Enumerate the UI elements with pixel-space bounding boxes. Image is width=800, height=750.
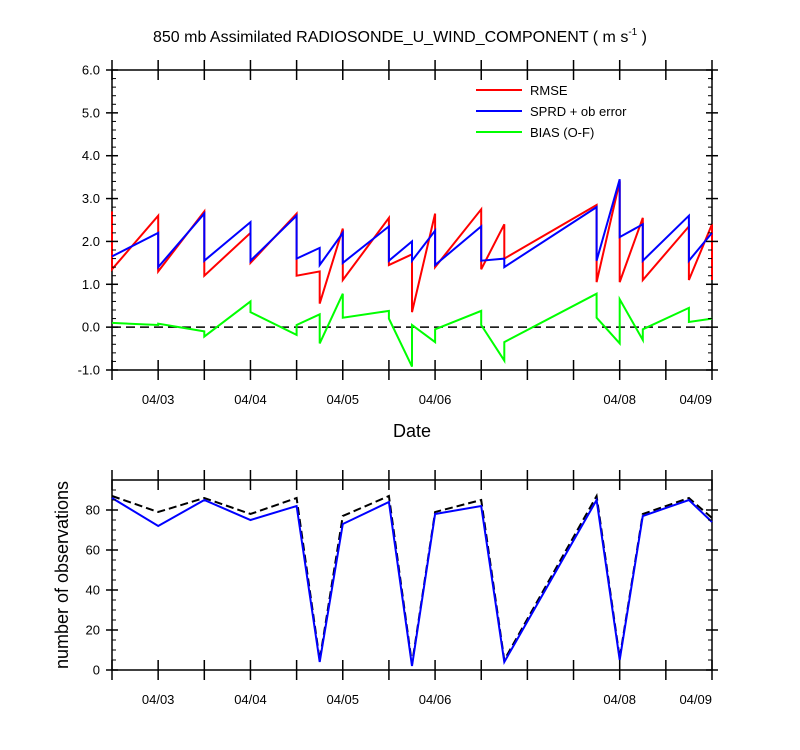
x-axis-title: Date <box>393 421 431 441</box>
top-x-tick-label: 04/03 <box>142 392 175 407</box>
bottom-x-tick-labels: 04/03 04/04 04/05 04/06 04/08 04/09 <box>142 692 712 707</box>
legend-rmse-label: RMSE <box>530 83 568 98</box>
top-y-tick-label: -1.0 <box>78 363 100 378</box>
bottom-x-tick-label: 04/06 <box>419 692 452 707</box>
chart-title-main: 850 mb Assimilated RADIOSONDE_U_WIND_COM… <box>153 29 628 46</box>
top-y-tick-label: 0.0 <box>82 320 100 335</box>
bottom-y-tick-label: 0 <box>93 663 100 678</box>
chart-title-tail: ) <box>637 29 647 46</box>
top-x-tick-label: 04/06 <box>419 392 452 407</box>
top-x-tick-label: 04/08 <box>603 392 636 407</box>
top-x-tick-label: 04/09 <box>679 392 712 407</box>
top-ticks-group <box>106 60 718 380</box>
top-x-tick-label: 04/05 <box>326 392 359 407</box>
top-series-group <box>111 179 713 368</box>
top-y-tick-label: 3.0 <box>82 191 100 206</box>
bottom-y-tick-label: 40 <box>86 583 100 598</box>
top-y-tick-labels: -1.0 0.0 1.0 2.0 3.0 4.0 5.0 6.0 <box>78 63 100 378</box>
legend-sprd-label: SPRD + ob error <box>530 104 627 119</box>
legend: RMSE SPRD + ob error BIAS (O-F) <box>476 83 627 140</box>
top-series-bias-o-f <box>111 292 713 368</box>
bottom-x-tick-label: 04/09 <box>679 692 712 707</box>
bottom-plot-frame <box>111 479 713 671</box>
legend-bias-label: BIAS (O-F) <box>530 125 594 140</box>
bottom-x-tick-label: 04/04 <box>234 692 267 707</box>
bottom-x-tick-label: 04/03 <box>142 692 175 707</box>
bottom-series-obs-possible <box>111 492 713 665</box>
bottom-x-tick-label: 04/05 <box>326 692 359 707</box>
y-axis-title-observations: number of observations <box>52 481 72 669</box>
bottom-ticks-group <box>106 470 718 680</box>
chart-title-superscript: -1 <box>628 27 637 38</box>
bottom-series-obs-used <box>111 496 713 667</box>
bottom-y-tick-labels: 0 20 40 60 80 <box>86 503 100 678</box>
bottom-x-tick-label: 04/08 <box>603 692 636 707</box>
top-y-tick-label: 5.0 <box>82 105 100 120</box>
bottom-y-tick-label: 60 <box>86 543 100 558</box>
top-y-tick-label: 2.0 <box>82 234 100 249</box>
top-y-tick-label: 4.0 <box>82 148 100 163</box>
top-series-rmse <box>111 181 713 313</box>
top-x-tick-labels: 04/03 04/04 04/05 04/06 04/08 04/09 <box>142 392 712 407</box>
chart-title: 850 mb Assimilated RADIOSONDE_U_WIND_COM… <box>153 27 647 46</box>
top-y-tick-label: 1.0 <box>82 277 100 292</box>
bottom-series-group <box>111 492 713 667</box>
top-series-sprd-ob-error <box>111 179 713 270</box>
bottom-y-tick-label: 20 <box>86 623 100 638</box>
top-x-tick-label: 04/04 <box>234 392 267 407</box>
bottom-y-tick-label: 80 <box>86 503 100 518</box>
top-y-tick-label: 6.0 <box>82 63 100 78</box>
